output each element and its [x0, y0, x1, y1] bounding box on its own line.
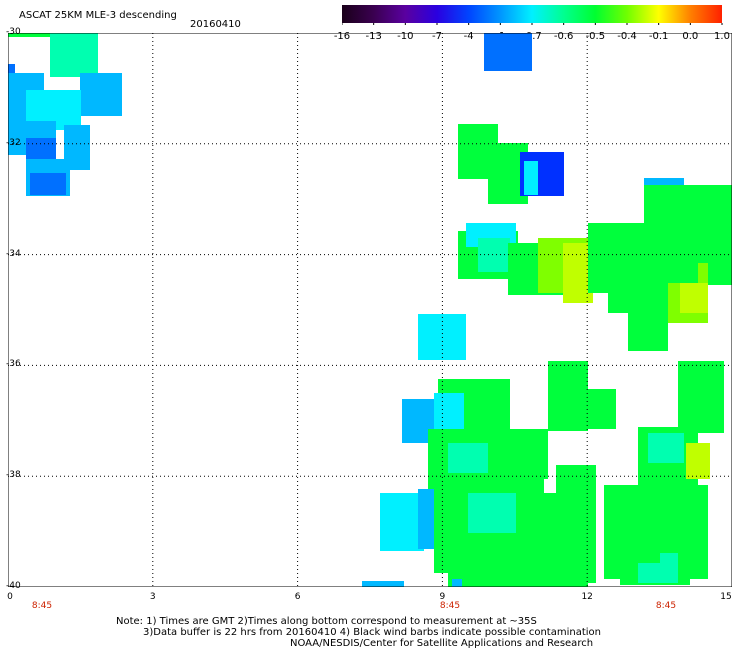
wind-cell [418, 489, 438, 549]
color-scale-label: -10 [397, 31, 414, 42]
wind-cell [362, 581, 404, 587]
latitude-label: -30 [6, 27, 21, 37]
wind-cell [524, 161, 538, 195]
wind-cell [452, 579, 462, 587]
wind-cell [8, 73, 26, 155]
latitude-label: -34 [6, 248, 21, 259]
note-line-2: 3)Data buffer is 22 hrs from 20160410 4)… [143, 627, 601, 638]
latitude-label: -36 [6, 359, 21, 370]
longitude-label: 6 [294, 592, 301, 602]
note-line-1: Note: 1) Times are GMT 2)Times along bot… [116, 616, 537, 627]
wind-cell [380, 493, 424, 551]
color-scale-bar [342, 5, 723, 25]
longitude-label: 0 [7, 592, 13, 602]
wind-cell [50, 33, 98, 77]
wind-cell [80, 73, 122, 116]
wind-cell [680, 283, 708, 313]
wind-map-plot [8, 33, 732, 587]
time-label: 8:45 [439, 601, 461, 611]
wind-cell [448, 533, 588, 587]
latitude-label: -40 [6, 581, 21, 591]
longitude-label: 3 [149, 592, 156, 602]
longitude-label: 12 [581, 592, 593, 602]
wind-cell [556, 465, 596, 535]
longitude-label: 15 [720, 592, 732, 602]
color-gradient [342, 5, 722, 23]
longitude-label: 9 [439, 592, 446, 602]
map-date: 20160410 [190, 19, 241, 30]
color-scale-label: -0.1 [648, 31, 669, 42]
wind-cell [686, 443, 710, 479]
wind-cell [478, 238, 510, 272]
wind-data-cells [8, 33, 732, 587]
latitude-label: -38 [6, 470, 21, 481]
wind-cell [678, 361, 724, 433]
map-title: ASCAT 25KM MLE-3 descending [19, 10, 177, 21]
color-scale-label: 1.0 [714, 31, 730, 42]
color-scale-label: -0.6 [553, 31, 574, 42]
time-label: 8:45 [31, 601, 53, 611]
wind-cell [628, 303, 668, 351]
color-scale-label: -4 [463, 31, 474, 42]
wind-cell [30, 173, 66, 195]
wind-cell [568, 389, 616, 429]
color-scale-label: -0.5 [585, 31, 606, 42]
map-gridlines [8, 33, 732, 587]
latitude-label: -32 [6, 137, 21, 148]
wind-cell [484, 33, 532, 71]
wind-cell [8, 64, 15, 79]
color-scale-label: -13 [365, 31, 382, 42]
time-label: 8:45 [655, 601, 677, 611]
wind-cell [648, 433, 684, 463]
note-line-3: NOAA/NESDIS/Center for Satellite Applica… [290, 638, 594, 649]
wind-cell [620, 503, 660, 563]
color-scale-label: -0.4 [617, 31, 637, 42]
color-scale-label: -7 [432, 31, 442, 42]
color-scale-label: -16 [333, 31, 351, 42]
color-scale-label: 0.0 [682, 31, 699, 42]
wind-cell [648, 243, 698, 283]
